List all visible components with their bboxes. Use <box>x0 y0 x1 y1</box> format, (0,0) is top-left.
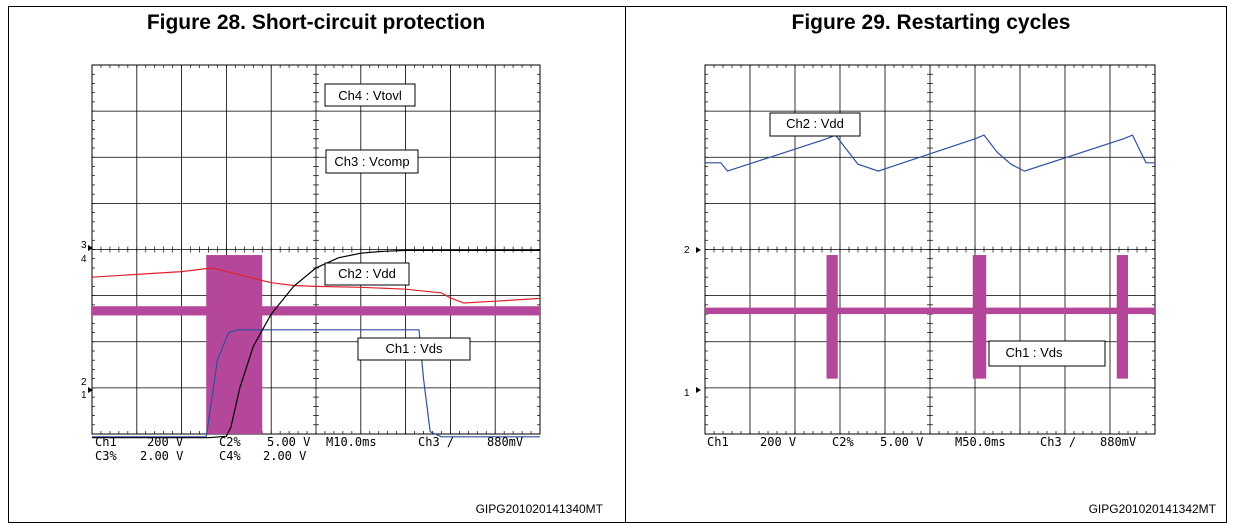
vdd-trace-29 <box>705 134 1155 172</box>
scope-trigger-level: 880mV <box>487 435 523 449</box>
scope-c4-scale: 2.00 V <box>263 449 306 463</box>
scope-timebase: M10.0ms <box>326 435 377 449</box>
vcomp-trace <box>92 329 540 438</box>
figure-28-title: Figure 28. Short-circuit protection <box>147 11 485 34</box>
vds-label-29: Ch1 : Vds <box>1005 345 1063 360</box>
vds-trace-29-burst <box>1116 255 1128 379</box>
figure-28-code: GIPG201020141340MT <box>476 502 604 516</box>
figure-29-code: GIPG201020141342MT <box>1089 502 1217 516</box>
channel-marker-2 <box>88 387 93 393</box>
vds-trace-29-burst <box>826 255 838 379</box>
figure-29: Figure 29. Restarting cycles 2 1 Ch1 200… <box>684 11 1217 516</box>
marker-2-fig29: 2 <box>684 245 690 256</box>
marker-1-fig29: 1 <box>684 388 690 399</box>
vtovl-label-box <box>324 83 416 107</box>
marker-3: 3 <box>81 240 87 251</box>
figure-29-title: Figure 29. Restarting cycles <box>792 11 1071 34</box>
vds-trace-29-burst <box>972 255 987 379</box>
scope-timebase-29: M50.0ms <box>955 435 1006 449</box>
vds-label-box-29 <box>988 340 1106 367</box>
marker-2: 2 <box>81 377 87 388</box>
scope-ch1-scale-29: 200 V <box>760 435 796 449</box>
vcomp-label-box <box>325 149 419 174</box>
scope-ch1-scale: 200 V <box>147 435 183 449</box>
scope-c2-scale: 5.00 V <box>267 435 310 449</box>
vdd-label-29: Ch2 : Vdd <box>786 116 844 131</box>
vds-trace-28-band <box>92 306 540 316</box>
vds-label-box-28 <box>357 337 471 361</box>
figure-29-grid <box>696 64 1156 435</box>
figure-28: Figure 28. Short-circuit protection 3 4 … <box>81 11 604 516</box>
vtovl-trace <box>92 249 540 439</box>
scope-c2: C2% <box>219 435 241 449</box>
marker-4: 4 <box>81 254 87 265</box>
scope-readout-29: Ch1 200 V C2% 5.00 V M50.0ms Ch3 / 880mV <box>707 435 1136 449</box>
scope-c3-scale: 2.00 V <box>140 449 183 463</box>
vds-trace-29-band <box>705 307 1155 315</box>
vcomp-label: Ch3 : Vcomp <box>334 154 409 169</box>
scope-trigger-level-29: 880mV <box>1100 435 1136 449</box>
vdd-trace-28 <box>91 267 541 304</box>
channel-marker-2-fig29 <box>696 247 701 253</box>
sheet-border <box>8 6 1227 523</box>
scope-c2-scale-29: 5.00 V <box>880 435 923 449</box>
marker-1: 1 <box>81 390 87 401</box>
figure-28-grid <box>88 64 541 439</box>
scope-c4: C4% <box>219 449 241 463</box>
scope-c2-29: C2% <box>832 435 854 449</box>
vdd-label-28: Ch2 : Vdd <box>338 266 396 281</box>
vdd-label-box-29 <box>769 112 861 137</box>
scope-c3: C3% <box>95 449 117 463</box>
scope-ch1: Ch1 <box>95 435 117 449</box>
scope-trigger-29: Ch3 / <box>1040 435 1076 449</box>
vds-label-28: Ch1 : Vds <box>385 341 443 356</box>
scope-readout-28: Ch1 200 V C2% 5.00 V M10.0ms Ch3 / 880mV… <box>95 435 523 463</box>
channel-marker-3 <box>88 245 93 251</box>
channel-marker-1-fig29 <box>696 387 701 393</box>
vdd-label-box-28 <box>324 262 410 286</box>
vtovl-label: Ch4 : Vtovl <box>338 88 402 103</box>
vds-trace-28-burst <box>206 255 263 434</box>
scope-ch1-29: Ch1 <box>707 435 729 449</box>
scope-trigger: Ch3 / <box>418 435 454 449</box>
